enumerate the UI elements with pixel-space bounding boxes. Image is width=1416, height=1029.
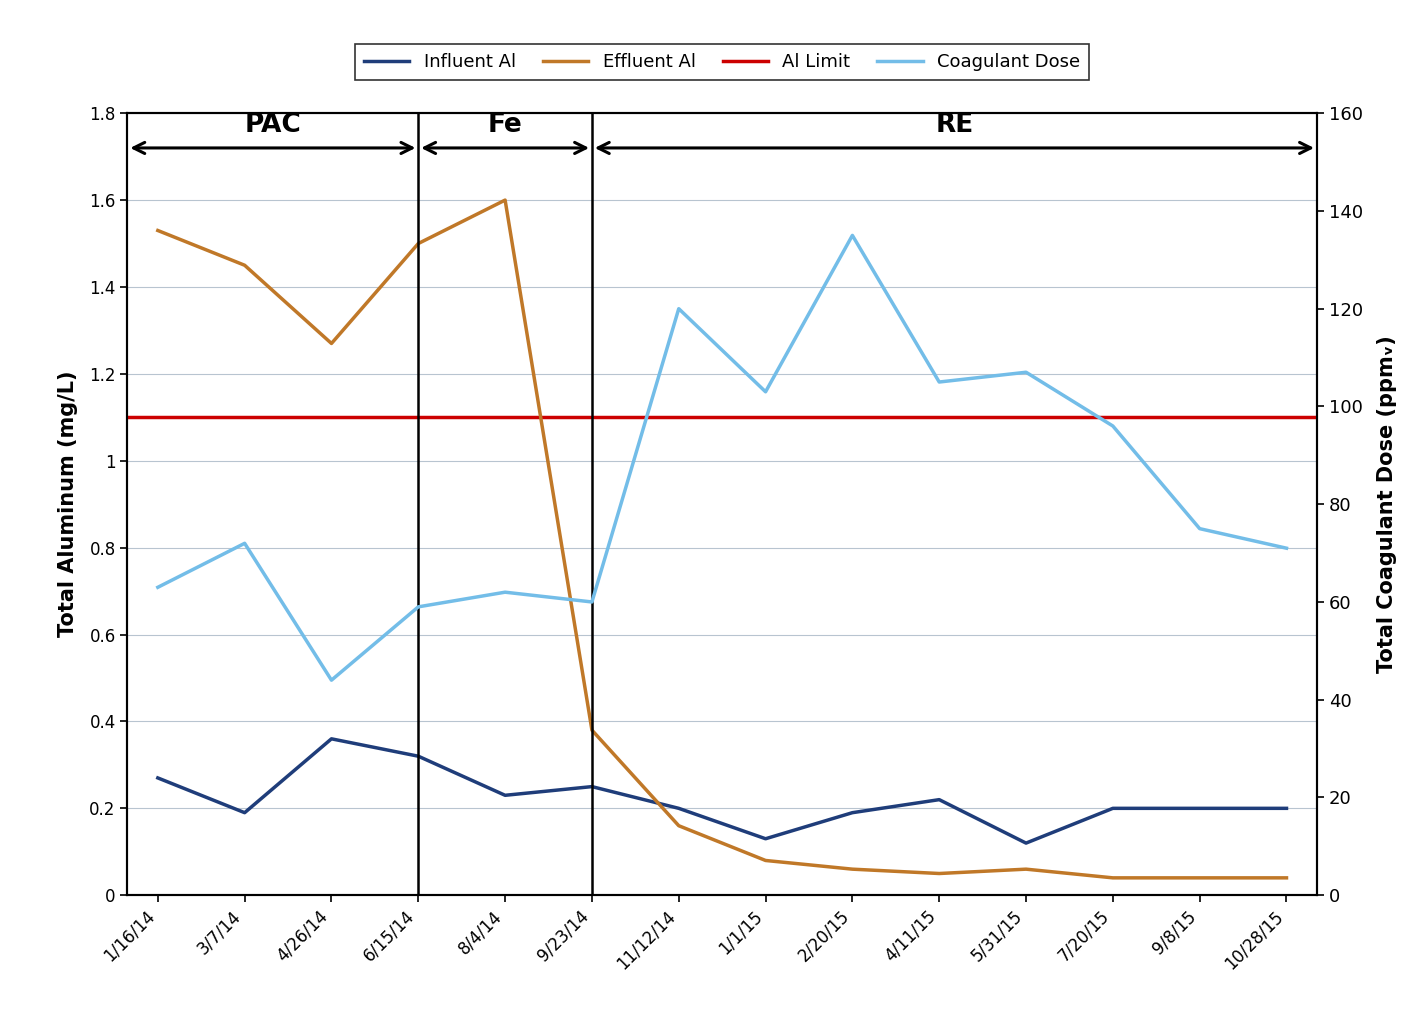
Text: Fe: Fe xyxy=(487,112,523,138)
Legend: Influent Al, Effluent Al, Al Limit, Coagulant Dose: Influent Al, Effluent Al, Al Limit, Coag… xyxy=(355,44,1089,80)
Text: PAC: PAC xyxy=(245,112,302,138)
Text: RE: RE xyxy=(936,112,974,138)
Y-axis label: Total Aluminum (mg/L): Total Aluminum (mg/L) xyxy=(58,371,78,637)
Y-axis label: Total Coagulant Dose (ppmᵥ): Total Coagulant Dose (ppmᵥ) xyxy=(1376,335,1396,673)
